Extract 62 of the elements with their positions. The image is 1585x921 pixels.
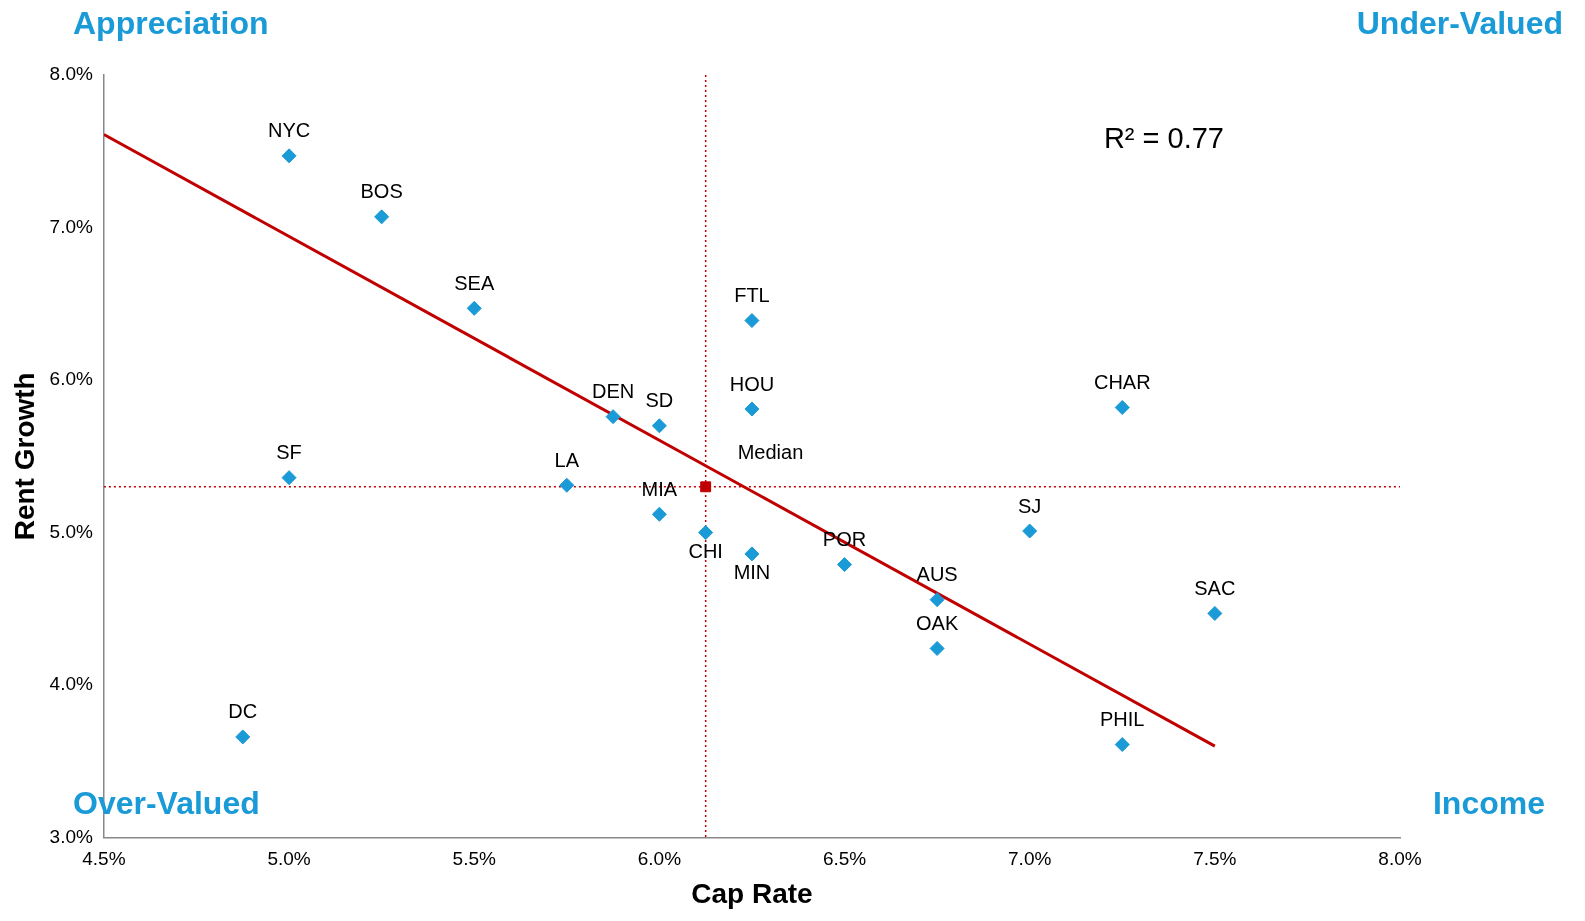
text: Income	[1432, 785, 1545, 822]
series-label: PHIL	[1100, 708, 1145, 731]
point	[837, 557, 853, 573]
x-tick-label: 6.0%	[637, 848, 682, 870]
x-tick-label: 5.5%	[452, 848, 496, 870]
x-axis-title: Cap Rate	[691, 877, 813, 909]
annotation: R² = 0.77	[1103, 122, 1224, 154]
series-label: MIA	[641, 477, 678, 500]
annotation: Over-Valued	[73, 785, 260, 822]
text: Appreciation	[73, 4, 269, 41]
point	[929, 640, 945, 656]
point	[744, 546, 760, 562]
series-label: BOS	[360, 180, 403, 203]
series-label: CHI	[688, 540, 723, 563]
point	[1207, 605, 1223, 621]
point	[700, 481, 712, 493]
x-tick-label: 5.0%	[267, 848, 311, 870]
point	[281, 148, 297, 164]
point	[1022, 523, 1038, 539]
x-tick-label: 7.5%	[1193, 848, 1237, 870]
series-label: SEA	[454, 271, 495, 294]
y-tick-label: 4.0%	[49, 673, 94, 695]
series-label: DEN	[591, 380, 635, 403]
y-tick-label: 5.0%	[49, 520, 94, 542]
y-tick-label: 8.0%	[49, 63, 94, 85]
series-label: OAK	[915, 611, 959, 634]
series-label: Median	[737, 441, 804, 464]
series-label: SJ	[1018, 494, 1042, 517]
series-label: LA	[554, 448, 580, 471]
point	[1114, 737, 1130, 753]
point	[559, 477, 575, 493]
series-label: MIN	[733, 561, 771, 584]
series-label: SF	[276, 441, 302, 464]
series-label: SAC	[1194, 576, 1236, 599]
series-label: CHAR	[1093, 371, 1151, 394]
series-label: AUS	[916, 563, 958, 586]
y-tick-label: 7.0%	[49, 215, 94, 237]
point	[281, 470, 297, 486]
text: Under-Valued	[1356, 4, 1563, 41]
point	[929, 592, 945, 608]
series-label: DC	[228, 700, 258, 723]
point	[744, 401, 760, 417]
point	[235, 729, 251, 745]
point	[651, 418, 667, 434]
x-tick-label: 4.5%	[82, 848, 126, 870]
series-label: NYC	[267, 119, 311, 142]
point	[374, 209, 390, 225]
y-tick-label: 3.0%	[49, 825, 94, 847]
point	[651, 506, 667, 522]
series-label: SD	[645, 389, 674, 412]
point	[1114, 399, 1130, 415]
series-label: HOU	[729, 372, 775, 395]
x-tick-label: 6.5%	[822, 848, 867, 870]
x-tick-label: 7.0%	[1008, 848, 1052, 870]
point	[698, 525, 714, 541]
y-tick-label: 6.0%	[49, 368, 94, 390]
point	[605, 409, 621, 425]
series-label: FTL	[734, 284, 770, 307]
x-tick-label: 8.0%	[1378, 848, 1422, 870]
point	[466, 300, 482, 316]
point	[744, 313, 760, 329]
y-axis-title: Rent Growth	[8, 372, 40, 541]
